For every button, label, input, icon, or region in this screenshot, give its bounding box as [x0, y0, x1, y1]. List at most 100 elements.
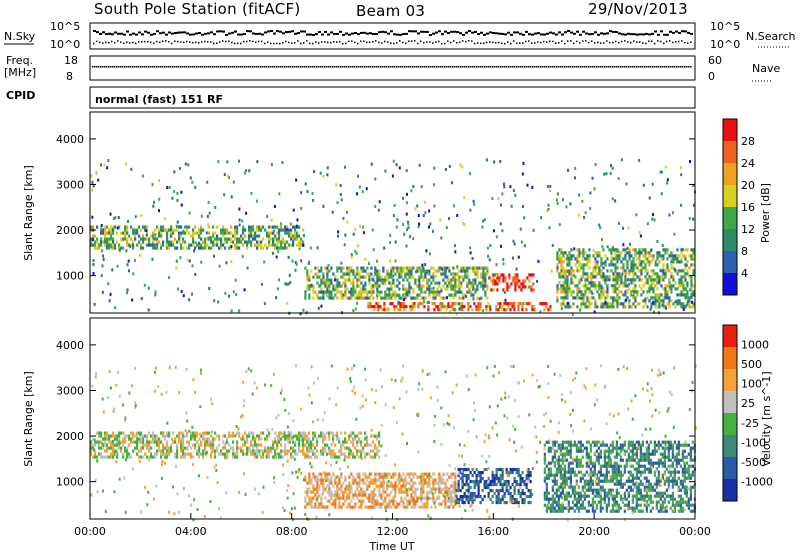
ground-scatter-band-cell [162, 449, 165, 453]
negative-velocity-band-cell [354, 502, 357, 506]
evening-echo-band-cell [576, 248, 579, 252]
midday-echo-band-cell [406, 278, 409, 282]
midday-echo-band-cell [452, 278, 455, 282]
freq-point [196, 66, 198, 68]
midday-echo-band-cell [352, 284, 355, 288]
near-range-high-power-cell [367, 302, 370, 306]
cpid-label: CPID [6, 89, 35, 102]
nsearch-point [297, 40, 299, 42]
morning-echo-band-cell [240, 234, 243, 238]
midday-echo-band-cell [420, 290, 423, 294]
negative-velocity-band-cell [382, 484, 385, 488]
midday-echo-band-cell [438, 290, 441, 294]
morning-echo-band-cell [264, 243, 267, 247]
ground-scatter-band-cell [244, 443, 247, 447]
morning-echo-band-cell [300, 237, 303, 241]
scatter-cell [453, 244, 456, 248]
ground-scatter-band-cell [292, 455, 295, 459]
near-range-high-power-cell [521, 308, 524, 312]
ground-scatter-band-cell [114, 443, 117, 447]
midday-echo-band-cell [312, 296, 315, 300]
near-range-high-power-cell [387, 308, 390, 312]
scatter-cell [446, 296, 449, 300]
morning-echo-band-cell [286, 240, 289, 244]
morning-echo-band-cell [108, 237, 111, 241]
nsearch-point [450, 41, 452, 44]
morning-echo-band-cell [278, 237, 281, 241]
morning-echo-band-cell [110, 243, 113, 247]
midday-echo-band-cell [458, 281, 461, 285]
scatter-cell [103, 163, 106, 167]
midday-echo-band-cell [340, 293, 343, 297]
scatter-cell [226, 174, 229, 178]
ground-scatter-band-cell [200, 443, 203, 447]
evening-echo-band-cell [572, 269, 575, 273]
midday-echo-band-cell [442, 278, 445, 282]
morning-echo-band-cell [188, 231, 191, 235]
nsky-point [297, 31, 300, 34]
scatter-cell [589, 191, 592, 195]
scatter-cell [685, 303, 688, 307]
ground-scatter-band-cell [344, 446, 347, 450]
freq-point [314, 66, 316, 68]
ground-scatter-band-cell [172, 440, 175, 444]
ground-scatter-band-cell [176, 455, 179, 459]
scatter-cell [175, 259, 178, 263]
ground-scatter-band-cell [236, 443, 239, 447]
midday-echo-band-cell [468, 281, 471, 285]
negative-velocity-band-cell [330, 475, 333, 479]
morning-echo-band-cell [110, 234, 113, 238]
negative-velocity-band-cell [342, 502, 345, 506]
negative-velocity-band-cell [422, 472, 425, 476]
nsearch-point [381, 42, 383, 44]
midday-echo-band-cell [400, 296, 403, 300]
scatter-cell [392, 214, 395, 218]
nsky-point [411, 30, 414, 33]
ground-scatter-band-cell [182, 452, 185, 456]
scatter-cell [502, 304, 505, 308]
positive-velocity-band-cell [521, 476, 524, 481]
near-range-high-power-cell [533, 305, 536, 309]
negative-velocity-band-cell [364, 475, 367, 479]
freq-point [490, 66, 492, 68]
evening-echo-band-cell [608, 305, 611, 309]
nsearch-point [636, 41, 638, 44]
nsky-point [408, 30, 411, 33]
ground-scatter-band-cell [122, 440, 125, 444]
evening-echo-band-cell [684, 275, 687, 279]
nsearch-point [354, 41, 356, 44]
positive-velocity-band-cell [521, 479, 524, 484]
ground-scatter-band-cell [160, 452, 163, 456]
evening-echo-band-cell [590, 272, 593, 276]
evening-echo-band-cell [600, 275, 603, 279]
ground-scatter-band-cell [226, 455, 229, 459]
evening-echo-band-cell [664, 251, 667, 255]
midday-echo-band-cell [394, 290, 397, 294]
midday-echo-band-cell [458, 278, 461, 282]
evening-echo-band-cell [596, 254, 599, 258]
freq-point [672, 66, 674, 68]
negative-velocity-band-cell [350, 505, 353, 509]
ground-scatter-band-cell [256, 455, 259, 459]
scatter-cell [486, 246, 489, 250]
midday-echo-band-cell [476, 296, 479, 300]
ground-scatter-band-cell [120, 431, 123, 435]
negative-velocity-band-cell [368, 499, 371, 503]
nsky-point [666, 33, 669, 36]
positive-velocity-band-cell [499, 476, 502, 481]
midday-echo-band-cell [466, 266, 469, 270]
morning-echo-band-cell [248, 234, 251, 238]
ground-scatter-band-cell [266, 449, 269, 453]
freq-point [572, 66, 574, 68]
morning-echo-band-cell [178, 231, 181, 235]
midday-echo-band-cell [348, 278, 351, 282]
freq-point [318, 66, 320, 68]
negative-velocity-band-cell [354, 478, 357, 482]
positive-velocity-band-cell [461, 485, 464, 490]
ground-scatter-band-cell [278, 434, 281, 438]
evening-echo-band-cell [584, 263, 587, 267]
negative-velocity-band-cell [346, 496, 349, 500]
ground-scatter-band-cell [378, 431, 381, 435]
positive-velocity-band-cell [495, 488, 498, 493]
morning-echo-band-cell [254, 231, 257, 235]
